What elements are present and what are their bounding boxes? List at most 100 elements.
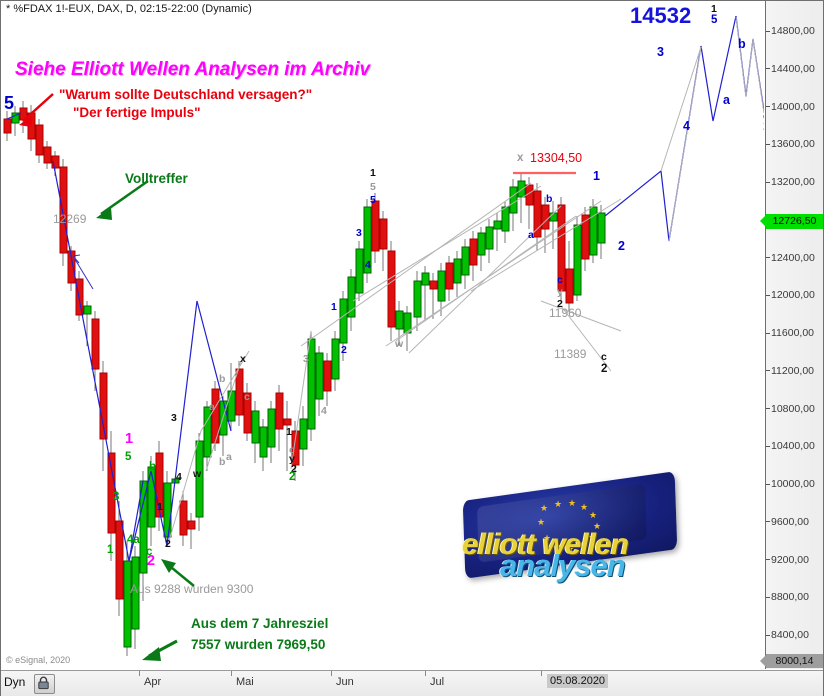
wave-label: 2 [618, 239, 625, 253]
price-tick: 11600,00 [766, 327, 814, 339]
wave-label: w [193, 468, 202, 480]
price-tick: 13600,00 [766, 138, 815, 150]
green-arrow-9288 [161, 559, 195, 587]
x-level-tag: x [517, 152, 524, 164]
wave-label: 1 [593, 169, 600, 183]
wave-label: a [723, 93, 730, 107]
wave-label: b [738, 37, 746, 51]
lock-icon[interactable] [34, 674, 55, 694]
wave-label: 5 [4, 93, 15, 113]
wave-label: a [528, 229, 534, 241]
green-arrow-7557 [142, 639, 178, 661]
price-axis[interactable]: 14800,00 14400,00 14000,00 13600,00 13200,00… [760, 1, 823, 669]
eu-star-icon: ★ [589, 510, 598, 520]
lock-glyph [38, 676, 49, 690]
note-7557-line2: 7557 wurden 7969,50 [191, 637, 326, 652]
elliott-wellen-analysen-logo: ★ ★ ★ ★ ★ ★ ★ ★ ★ ★ ★ ★ elliott wellen a… [456, 471, 694, 589]
price-tick: 10800,00 [766, 403, 815, 415]
chart-canvas [3, 15, 764, 661]
wave-label: 1 [107, 544, 114, 556]
eu-star-icon: ★ [543, 533, 552, 543]
price-tick: 10000,00 [766, 478, 815, 490]
level-label-12269: 12269 [53, 212, 87, 226]
wave-label: 5 [125, 451, 132, 463]
wave-label: 4 [176, 471, 182, 483]
wave-label: w [395, 338, 404, 350]
chart-plot-area[interactable]: Siehe Elliott Wellen Analysen im Archiv … [1, 1, 764, 669]
dyn-label: Dyn [4, 675, 26, 689]
wave-label: b [219, 373, 226, 385]
eu-star-icon: ★ [553, 541, 562, 551]
wave-label: 5 [370, 194, 376, 206]
red-quote-line-1: "Warum sollte Deutschland versagen?" [59, 87, 313, 102]
wave-label: 5 [370, 181, 376, 193]
time-tick-label: Jun [336, 676, 354, 688]
wave-label: 3 [303, 353, 309, 365]
wave-label: c [244, 391, 250, 403]
eu-star-icon: ★ [568, 498, 577, 508]
time-tick-mark [541, 671, 542, 676]
wave-label: 1 [711, 3, 717, 15]
wave-label: 4 [365, 259, 371, 271]
eu-star-icon: ★ [578, 540, 587, 550]
wave-label: 1 [370, 167, 376, 179]
time-axis[interactable]: Dyn Apr Mai Jun Jul 05.08.2020 [1, 670, 823, 696]
note-7557-line1: Aus dem 7 Jahresziel [191, 616, 329, 631]
time-tick-label: Mai [236, 676, 254, 688]
eu-star-icon: ★ [540, 503, 549, 513]
wave-label: a [226, 451, 232, 463]
wave-label: c [289, 444, 295, 456]
wave-label: 5 [711, 14, 718, 26]
copyright-label: © eSignal, 2020 [6, 655, 71, 665]
wave-label: b [149, 461, 157, 473]
eu-star-icon: ★ [588, 532, 597, 542]
wave-label: b [219, 456, 226, 468]
time-tick-mark [231, 671, 232, 676]
price-tick: 9600,00 [766, 516, 809, 528]
wave-label: 2 [289, 471, 296, 483]
wave-label: 1 [286, 426, 292, 438]
wave-label: 4 [321, 405, 327, 417]
price-tick: 14800,00 [766, 25, 815, 37]
wave-label: c [601, 351, 607, 363]
green-arrow-volltreffer [96, 179, 149, 220]
price-tick: 8800,00 [766, 591, 809, 603]
red-quote-line-2: "Der fertige Impuls" [73, 105, 201, 120]
red-arrow-to-wave5 [19, 93, 54, 127]
symbol-title: * %FDAX 1!-EUX, DAX, D, 02:15-22:00 (Dyn… [6, 3, 252, 15]
wave-label: 2 [291, 463, 297, 475]
time-tick-label: Jul [430, 676, 445, 688]
axis-bottom-value: 8000,14 [760, 654, 823, 668]
time-tick-label: Apr [144, 676, 162, 688]
wave-label: 1 [157, 501, 163, 513]
volltreffer-label: Volltreffer [125, 171, 188, 186]
wave-label: 4a [127, 534, 140, 546]
price-tick: 12000,00 [766, 289, 815, 301]
axis-separator [765, 1, 766, 669]
time-tick-mark [331, 671, 332, 676]
time-tick-mark [139, 671, 140, 676]
eu-star-icon: ★ [566, 544, 575, 554]
target-14532: 14532 [630, 3, 692, 28]
wave-label: y [557, 286, 563, 298]
gray-guide-lines [168, 16, 764, 542]
price-tick: 13200,00 [766, 176, 815, 188]
wave-label: 2 [147, 553, 156, 569]
wave-label: c [146, 546, 153, 558]
highlight-date[interactable]: 05.08.2020 [547, 674, 609, 688]
wave-label: b [546, 193, 553, 205]
wave-label: a [209, 401, 215, 413]
price-tick: 12400,00 [766, 252, 815, 264]
wave-label: 2 [341, 344, 347, 356]
eu-star-icon: ★ [554, 499, 563, 509]
wave-label: 2 [557, 298, 563, 310]
price-tick: 14000,00 [766, 101, 815, 113]
wave-label: 3 [356, 227, 362, 239]
eu-star-icon: ★ [537, 517, 546, 527]
wave-label: y [289, 453, 295, 465]
time-tick-mark [425, 671, 426, 676]
wave-label: 2 [763, 121, 764, 133]
price-tick: 10400,00 [766, 440, 815, 452]
price-tick: 8400,00 [766, 629, 809, 641]
